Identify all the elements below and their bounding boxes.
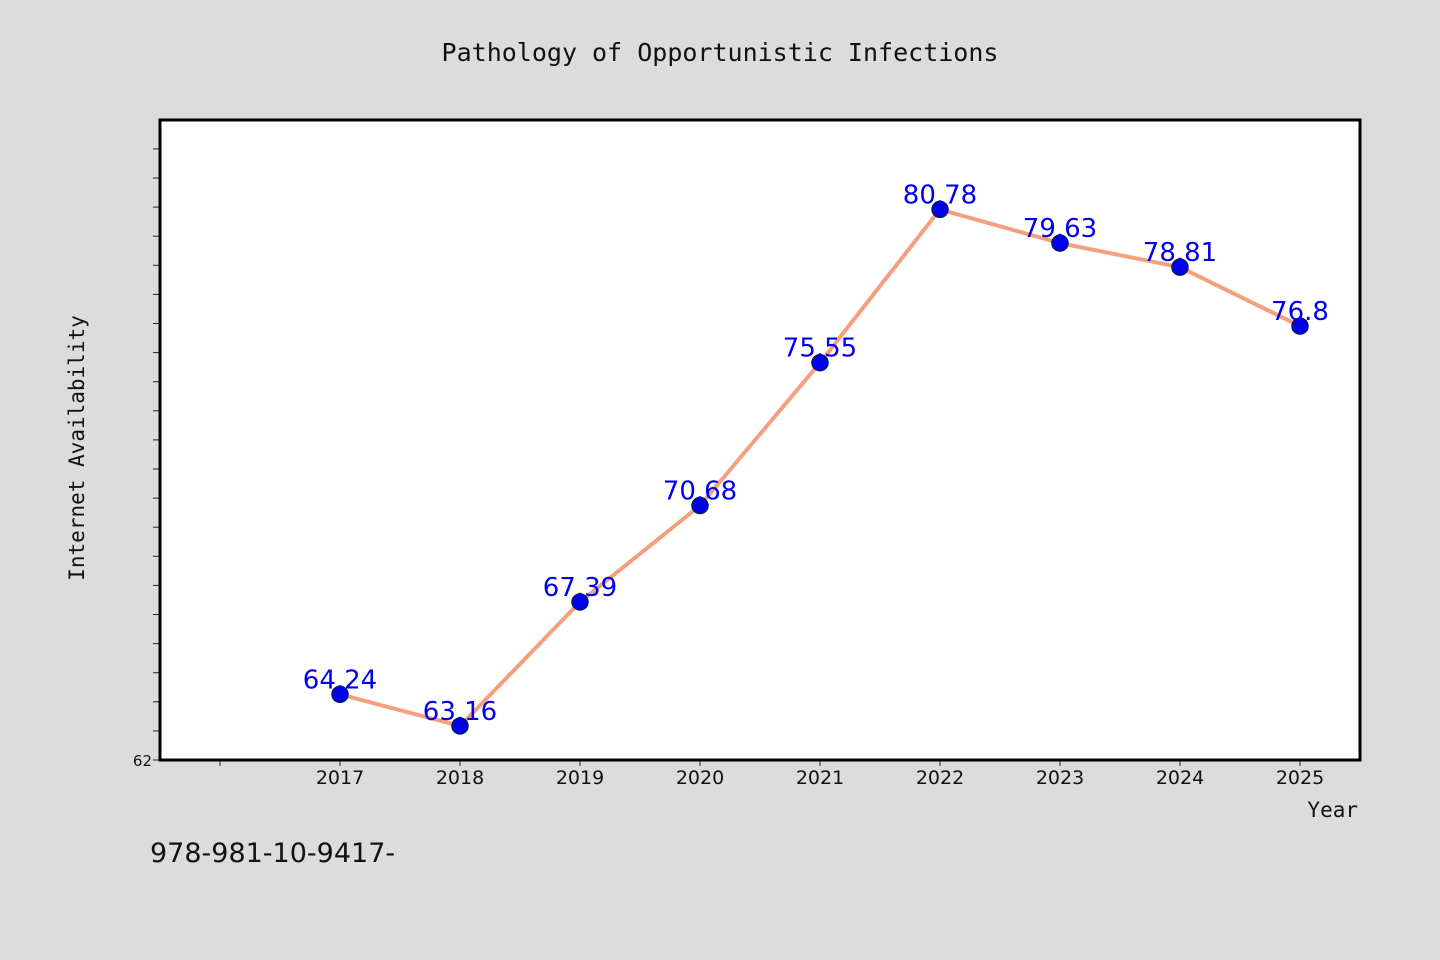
footer-code: 978-981-10-9417- [150,838,395,869]
x-tick-label: 2018 [436,767,484,789]
plot-area [160,120,1360,760]
data-point [1291,317,1309,335]
x-tick-label: 2023 [1036,767,1084,789]
x-tick-label: 2021 [796,767,844,789]
data-point [451,717,469,735]
data-label: 80.78 [903,180,977,210]
chart-title: Pathology of Opportunistic Infections [442,38,999,67]
x-axis-label: Year [1307,798,1358,822]
y-axis-label: Internet Availability [65,315,89,581]
x-tick-label: 2022 [916,767,964,789]
x-tick-label: 2019 [556,767,604,789]
markers-layer [331,200,1309,735]
data-label: 64.24 [303,665,377,695]
data-point [1171,258,1189,276]
data-point [931,200,949,219]
data-label: 67.39 [543,573,617,603]
data-label: 75.55 [783,334,857,364]
x-tick-label: 2024 [1156,767,1204,789]
data-point [571,593,589,611]
data-labels-layer: 64.24 63.16 67.39 70.68 75.55 80.78 79.63 78.81… [303,180,1329,727]
data-point [331,685,349,704]
data-label: 79.63 [1023,214,1097,244]
x-tick-label: 2017 [316,767,364,789]
data-point [811,353,829,372]
data-label: 63.16 [423,697,497,727]
x-tick-label: 2025 [1276,767,1324,789]
y-tick-label: 62 [133,752,152,770]
plot-frame [158,118,1362,762]
data-point [1051,234,1069,252]
data-point [691,496,709,515]
data-label: 70.68 [663,477,737,507]
data-label: 76.8 [1271,297,1329,327]
data-label: 78.81 [1143,238,1217,268]
x-tick-label: 2020 [676,767,724,789]
